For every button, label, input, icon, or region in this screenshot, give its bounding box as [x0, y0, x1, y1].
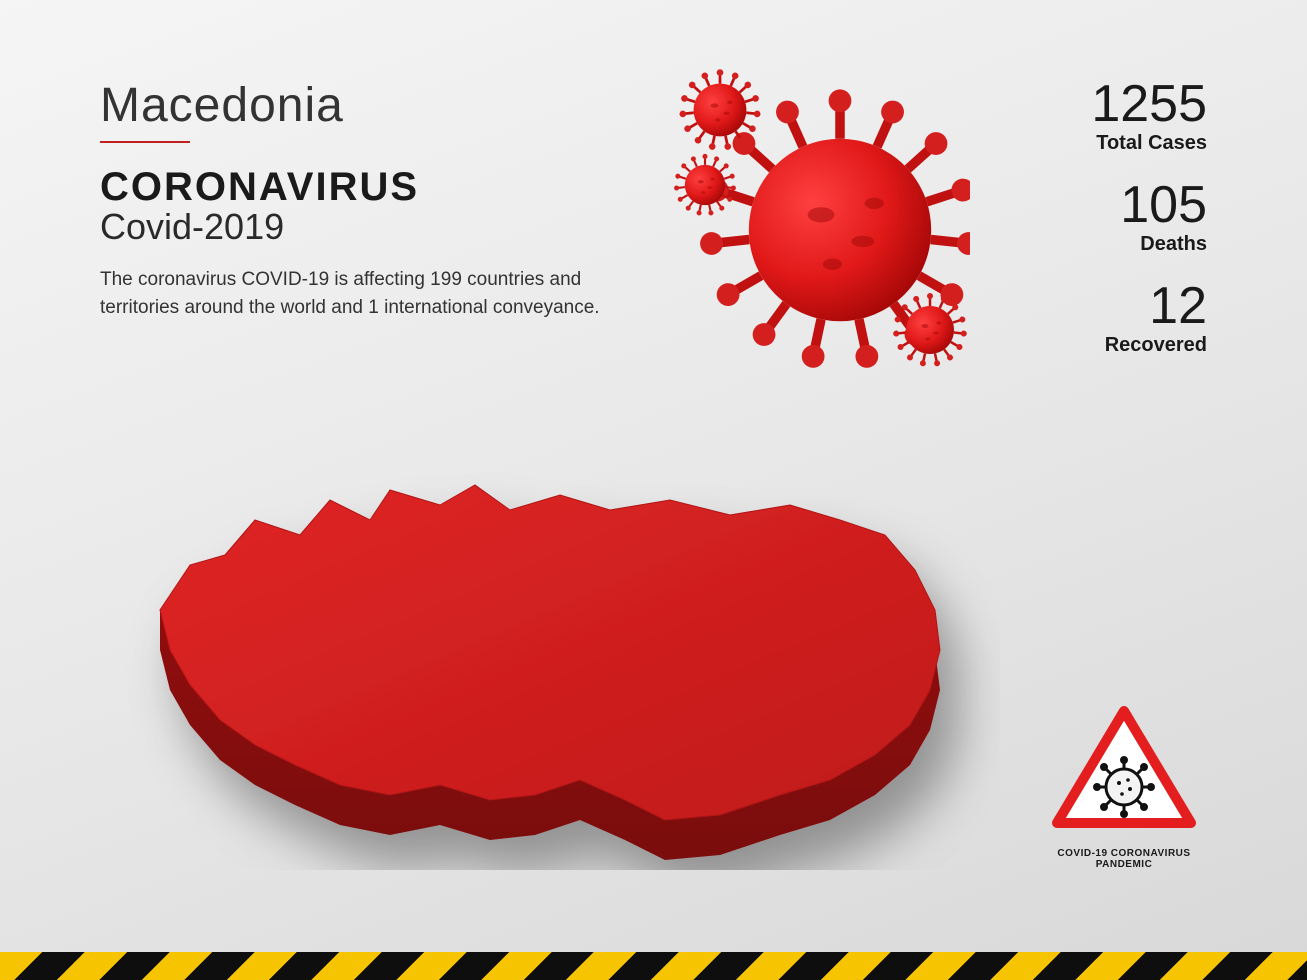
header-block: Macedonia CORONAVIRUS Covid-2019 The cor… [100, 78, 620, 321]
stat-value: 105 [1091, 179, 1207, 231]
warning-caption: COVID-19 CORONAVIRUS PANDEMIC [1049, 848, 1199, 870]
stat-total-cases: 1255 Total Cases [1091, 78, 1207, 155]
country-map-3d [80, 400, 1000, 870]
virus-illustration [650, 60, 950, 360]
stat-label: Total Cases [1091, 132, 1207, 155]
warning-sign: COVID-19 CORONAVIRUS PANDEMIC [1049, 705, 1199, 870]
country-name: Macedonia [100, 78, 620, 133]
stat-label: Deaths [1091, 233, 1207, 256]
hazard-strip [0, 952, 1307, 980]
warning-triangle-icon [1049, 705, 1199, 835]
stat-deaths: 105 Deaths [1091, 179, 1207, 256]
stat-value: 12 [1091, 280, 1207, 332]
stats-column: 1255 Total Cases 105 Deaths 12 Recovered [1091, 78, 1207, 381]
stat-value: 1255 [1091, 78, 1207, 130]
description-text: The coronavirus COVID-19 is affecting 19… [100, 266, 620, 321]
stat-recovered: 12 Recovered [1091, 280, 1207, 357]
title-coronavirus: CORONAVIRUS [100, 165, 620, 210]
title-underline [100, 141, 190, 143]
subtitle-covid: Covid-2019 [100, 206, 620, 248]
stat-label: Recovered [1091, 334, 1207, 357]
